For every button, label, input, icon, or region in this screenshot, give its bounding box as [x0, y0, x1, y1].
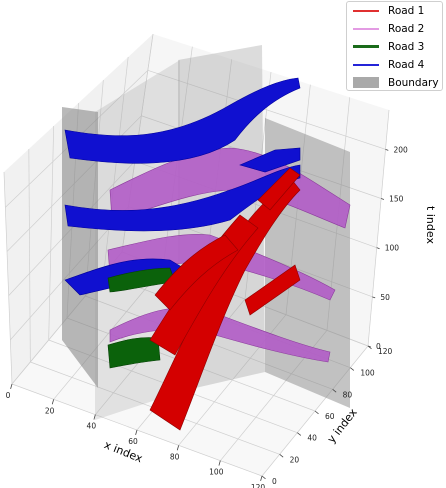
x-tick-mark-80	[176, 445, 180, 451]
y-tick-label-0: 0	[272, 477, 277, 486]
z-tick-label-100: 100	[385, 244, 400, 253]
x-tick-label-20: 20	[45, 406, 55, 415]
y-tick-label-100: 100	[360, 369, 375, 378]
x-tick-mark-20	[51, 399, 55, 405]
legend-label-road-4: Road 4	[388, 59, 425, 71]
x-tick-label-40: 40	[87, 422, 97, 431]
z-tick-label-0: 0	[376, 342, 381, 351]
legend-label-road-2: Road 2	[388, 23, 425, 35]
legend: Road 1 Road 2 Road 3 Road 4 Boundary	[346, 1, 443, 91]
legend-label-road-3: Road 3	[388, 41, 425, 53]
legend-swatch-road-2	[353, 28, 379, 30]
legend-label-boundary: Boundary	[388, 77, 439, 89]
y-axis-ticks: 0 20 40 60 80 100 120	[261, 345, 393, 486]
legend-item-road-1: Road 1	[347, 2, 442, 20]
x-tick-label-60: 60	[128, 437, 138, 446]
z-tick-mark-0	[367, 345, 371, 348]
y-tick-mark-20	[279, 454, 284, 458]
y-tick-label-20: 20	[290, 455, 300, 464]
legend-swatch-road-1	[353, 10, 379, 12]
legend-label-road-1: Road 1	[388, 5, 425, 17]
road-1-surfaces	[149, 167, 301, 431]
x-axis-label: x index	[102, 438, 145, 465]
z-tick-mark-150	[380, 198, 385, 200]
y-tick-label-80: 80	[343, 390, 353, 399]
x-axis-ticks: 0 20 40 60 80 100 120	[6, 383, 266, 488]
x-tick-mark-100	[218, 460, 221, 466]
legend-swatch-boundary	[353, 77, 379, 88]
legend-item-road-3: Road 3	[347, 38, 442, 56]
y-tick-label-120: 120	[378, 347, 393, 356]
legend-swatch-road-4	[353, 64, 379, 66]
legend-item-boundary: Boundary	[347, 74, 442, 92]
z-tick-label-50: 50	[380, 293, 390, 302]
y-tick-mark-80	[332, 389, 337, 393]
z-axis-ticks: 0 50 100 150 200	[367, 145, 409, 351]
x-tick-label-0: 0	[6, 391, 11, 400]
y-tick-mark-0	[261, 475, 266, 480]
z-tick-mark-50	[372, 296, 376, 299]
z-axis-label: t index	[424, 206, 437, 244]
y-tick-label-40: 40	[307, 434, 317, 443]
x-tick-label-100: 100	[209, 468, 224, 477]
z-tick-mark-100	[376, 247, 380, 250]
x-tick-label-80: 80	[170, 452, 180, 461]
z-tick-label-200: 200	[394, 145, 409, 154]
y-tick-label-60: 60	[325, 412, 335, 421]
y-tick-mark-40	[297, 432, 302, 436]
road-3-surfaces	[107, 267, 176, 369]
legend-item-road-4: Road 4	[347, 56, 442, 74]
x-tick-label-120: 120	[251, 483, 266, 488]
x-tick-mark-60	[135, 429, 138, 436]
z-tick-mark-200	[385, 148, 389, 151]
z-tick-label-150: 150	[389, 195, 404, 204]
legend-swatch-road-3	[353, 45, 379, 48]
y-tick-mark-60	[314, 410, 319, 415]
x-tick-mark-120	[260, 475, 263, 482]
x-tick-mark-40	[93, 414, 96, 420]
x-tick-mark-0	[10, 383, 13, 390]
y-tick-mark-100	[350, 367, 355, 371]
legend-item-road-2: Road 2	[347, 20, 442, 38]
